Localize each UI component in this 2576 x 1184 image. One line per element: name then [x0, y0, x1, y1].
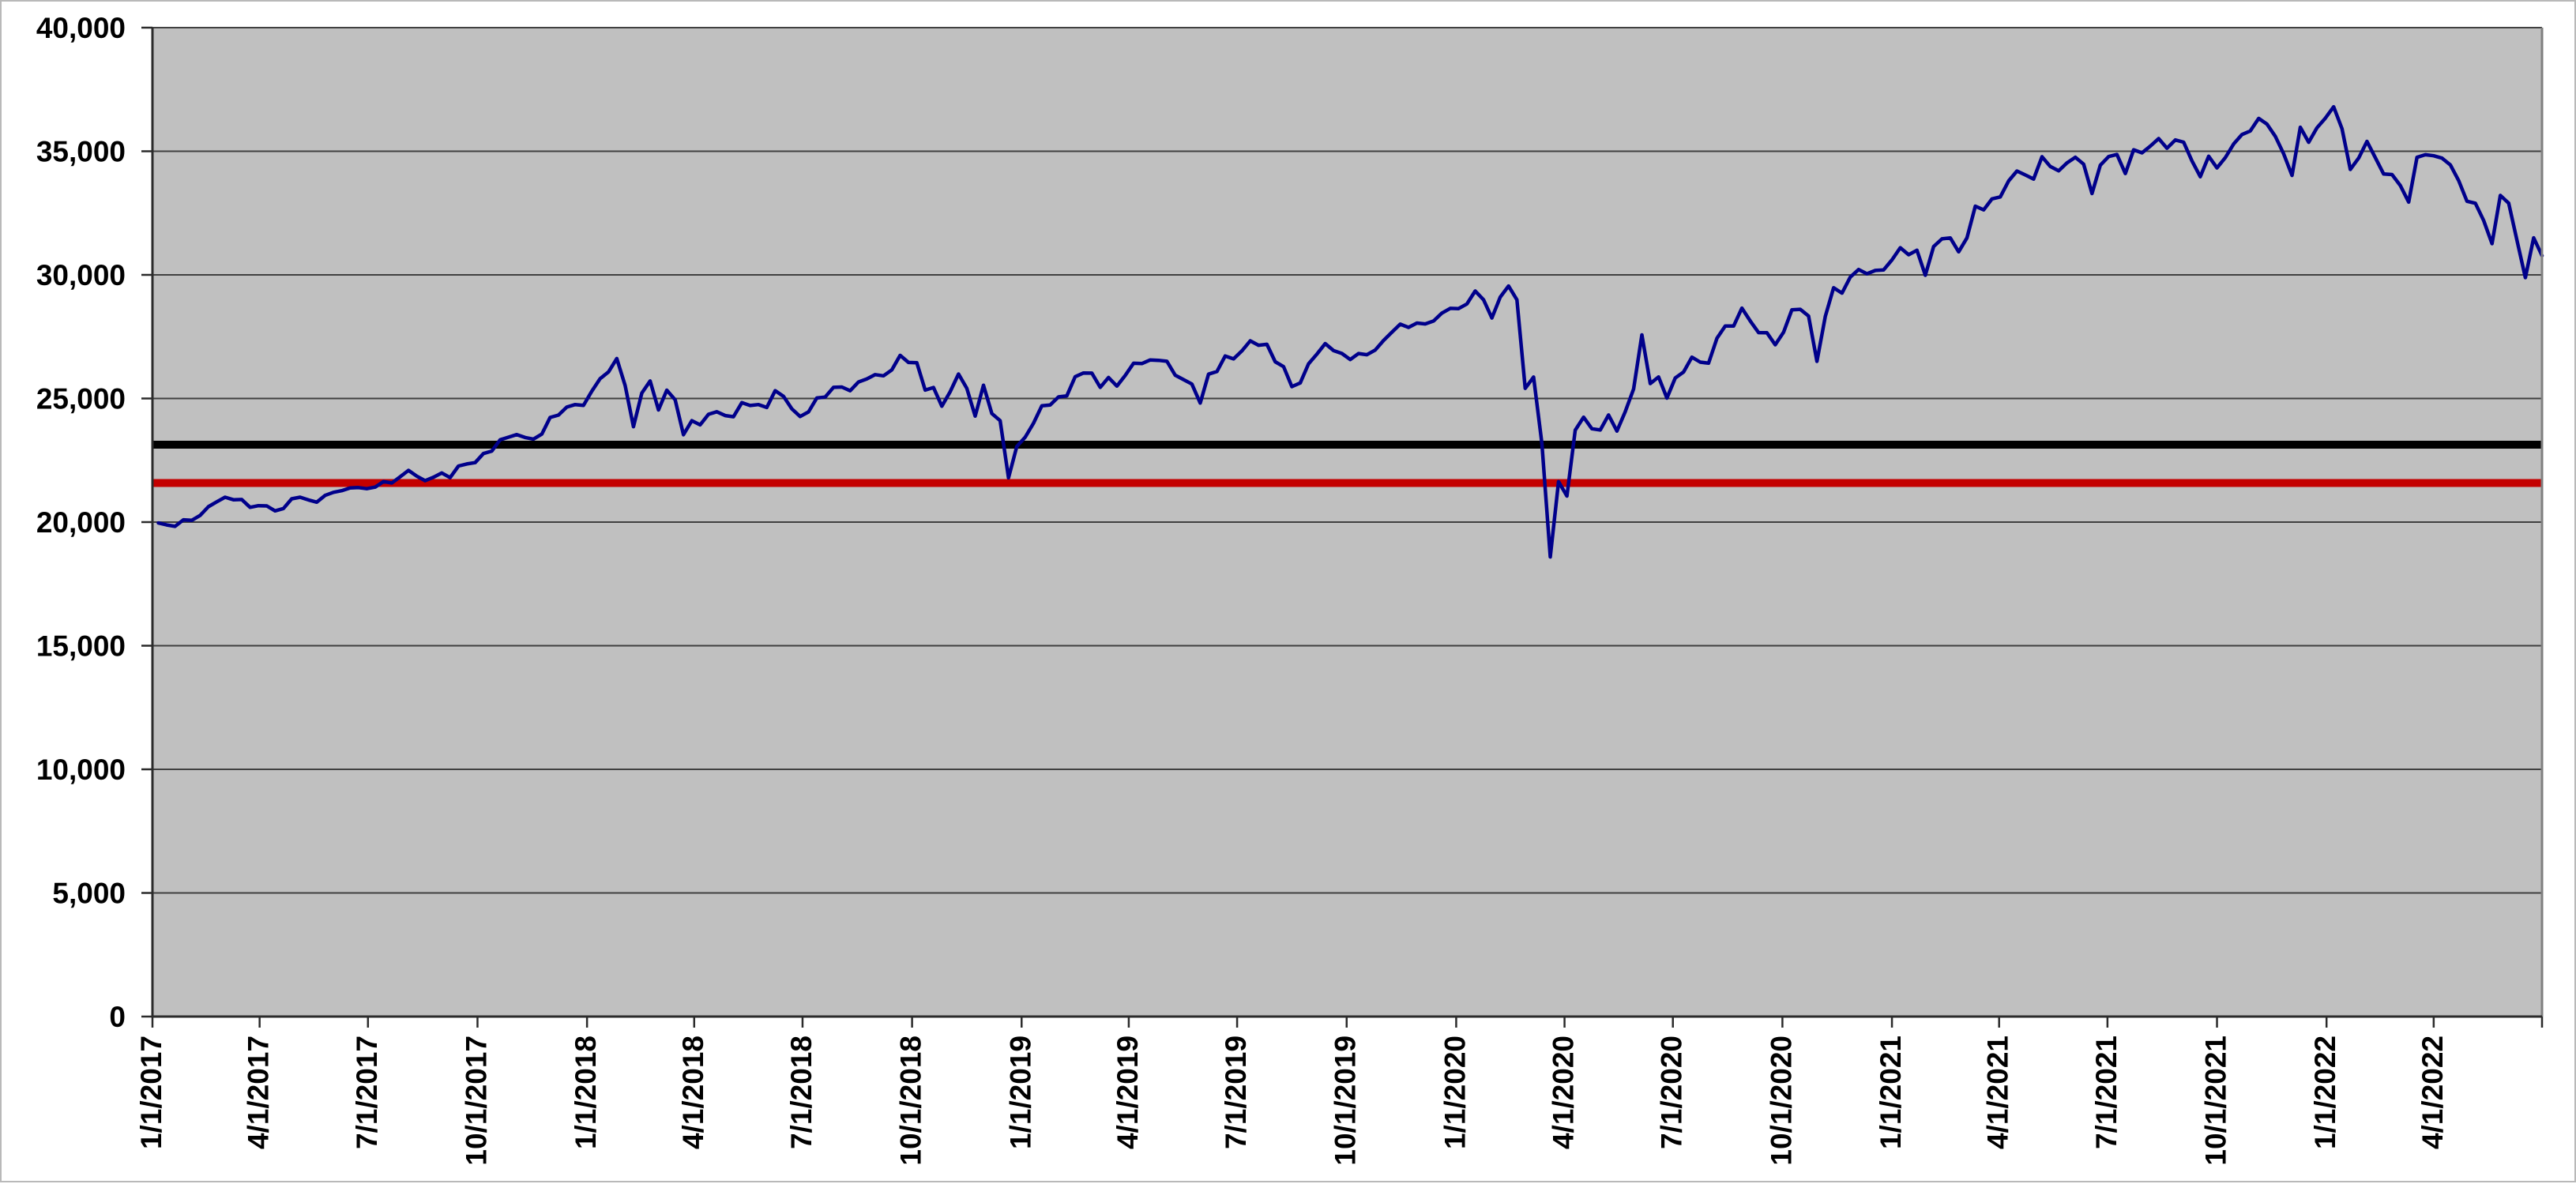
x-tick-label: 7/1/2020 [1656, 1036, 1688, 1149]
x-tick-label: 4/1/2017 [243, 1036, 275, 1149]
x-tick-label: 4/1/2021 [1982, 1036, 2014, 1149]
djia-daily-close-line [156, 104, 2544, 559]
x-tick-label: 7/1/2021 [2090, 1036, 2123, 1149]
x-tick-label: 10/1/2020 [1765, 1036, 1797, 1166]
x-tick-label: 1/1/2021 [1875, 1036, 1907, 1149]
x-tick-label: 4/1/2020 [1547, 1036, 1580, 1149]
x-tick-label: 1/1/2017 [135, 1036, 167, 1149]
y-tick-label: 20,000 [36, 506, 126, 539]
x-tick-label: 4/1/2019 [1111, 1036, 1144, 1149]
x-tick-label: 1/1/2020 [1438, 1036, 1471, 1149]
x-tick-label: 7/1/2018 [785, 1036, 818, 1149]
y-tick-label: 15,000 [36, 630, 126, 663]
x-tick-label: 4/1/2018 [677, 1036, 709, 1149]
x-tick-label: 1/1/2019 [1004, 1036, 1036, 1149]
y-tick-label: 30,000 [36, 259, 126, 291]
x-tick-label: 10/1/2019 [1329, 1036, 1362, 1166]
y-tick-label: 35,000 [36, 136, 126, 168]
x-tick-label: 10/1/2018 [895, 1036, 927, 1166]
y-tick-label: 5,000 [52, 878, 126, 910]
x-tick-label: 10/1/2021 [2200, 1036, 2232, 1166]
x-tick-label: 7/1/2017 [351, 1036, 383, 1149]
y-tick-label: 25,000 [36, 383, 126, 415]
x-tick-label: 4/1/2022 [2416, 1036, 2449, 1149]
y-tick-label: 10,000 [36, 754, 126, 786]
y-tick-label: 0 [109, 1001, 126, 1033]
x-tick-label: 1/1/2018 [570, 1036, 602, 1149]
x-tick-label: 10/1/2017 [460, 1036, 492, 1166]
y-tick-label: 40,000 [36, 12, 126, 44]
x-tick-label: 1/1/2022 [2309, 1036, 2341, 1149]
x-tick-label: 7/1/2019 [1220, 1036, 1252, 1149]
